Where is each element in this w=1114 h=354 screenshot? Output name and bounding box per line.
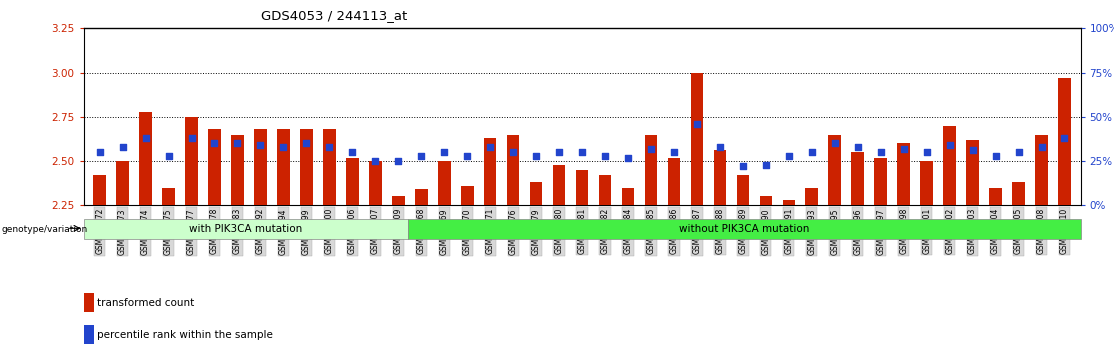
Bar <box>667 158 681 205</box>
Bar <box>94 175 106 205</box>
Bar <box>438 161 450 205</box>
Bar <box>231 135 244 205</box>
Point <box>1009 149 1027 155</box>
Point <box>367 158 384 164</box>
Bar <box>483 138 497 205</box>
Point <box>527 153 545 159</box>
Bar <box>714 150 726 205</box>
Bar <box>851 152 864 205</box>
Point <box>458 153 476 159</box>
Point <box>987 153 1005 159</box>
Bar <box>805 188 818 205</box>
Bar <box>84 325 94 344</box>
Point <box>481 144 499 150</box>
Bar <box>414 189 428 205</box>
Bar <box>576 170 588 205</box>
Text: with PIK3CA mutation: with PIK3CA mutation <box>189 224 303 234</box>
Point <box>1056 135 1074 141</box>
Point <box>412 153 430 159</box>
Point <box>321 144 339 150</box>
Point <box>206 141 224 146</box>
Bar <box>84 293 94 312</box>
Bar <box>277 129 290 205</box>
Point <box>872 149 890 155</box>
Bar <box>369 161 382 205</box>
Point <box>228 141 246 146</box>
Point <box>596 153 614 159</box>
Point <box>252 142 270 148</box>
Bar <box>208 129 221 205</box>
Point <box>711 144 729 150</box>
Bar <box>461 186 473 205</box>
Point <box>849 144 867 150</box>
Point <box>1033 144 1051 150</box>
Bar <box>408 219 1081 239</box>
Bar <box>163 188 175 205</box>
Bar <box>944 126 956 205</box>
Bar <box>829 135 841 205</box>
Point <box>436 149 453 155</box>
Point <box>550 149 568 155</box>
Point <box>619 155 637 160</box>
Point <box>940 142 958 148</box>
Point <box>90 149 108 155</box>
Bar <box>553 165 566 205</box>
Bar <box>1058 78 1071 205</box>
Bar <box>645 135 657 205</box>
Text: transformed count: transformed count <box>98 298 195 308</box>
Bar <box>139 112 152 205</box>
Point <box>297 141 315 146</box>
Point <box>780 153 798 159</box>
Point <box>964 148 981 153</box>
Point <box>114 144 131 150</box>
Bar <box>84 219 408 239</box>
Point <box>573 149 590 155</box>
Bar <box>346 158 359 205</box>
Point <box>137 135 155 141</box>
Bar <box>736 175 750 205</box>
Bar <box>530 182 543 205</box>
Bar <box>622 188 634 205</box>
Bar <box>989 188 1001 205</box>
Bar <box>185 117 198 205</box>
Text: without PIK3CA mutation: without PIK3CA mutation <box>680 224 810 234</box>
Point <box>274 144 292 150</box>
Bar <box>507 135 519 205</box>
Point <box>918 149 936 155</box>
Bar <box>1013 182 1025 205</box>
Bar <box>760 196 772 205</box>
Point <box>343 149 361 155</box>
Point <box>390 158 408 164</box>
Text: genotype/variation: genotype/variation <box>1 225 87 234</box>
Point <box>734 164 752 169</box>
Bar <box>323 129 335 205</box>
Bar <box>598 175 612 205</box>
Bar <box>898 143 910 205</box>
Bar <box>300 129 313 205</box>
Bar <box>392 196 404 205</box>
Text: GDS4053 / 244113_at: GDS4053 / 244113_at <box>261 9 408 22</box>
Point <box>183 135 201 141</box>
Bar <box>1035 135 1048 205</box>
Point <box>895 146 912 152</box>
Bar <box>782 200 795 205</box>
Point <box>159 153 177 159</box>
Bar <box>966 140 979 205</box>
Text: percentile rank within the sample: percentile rank within the sample <box>98 330 273 339</box>
Point <box>756 162 774 167</box>
Point <box>505 149 522 155</box>
Point <box>665 149 683 155</box>
Bar <box>691 73 703 205</box>
Bar <box>254 129 266 205</box>
Point <box>688 121 706 127</box>
Point <box>825 141 843 146</box>
Point <box>803 149 821 155</box>
Bar <box>116 161 129 205</box>
Bar <box>874 158 887 205</box>
Bar <box>920 161 934 205</box>
Point <box>642 146 659 152</box>
